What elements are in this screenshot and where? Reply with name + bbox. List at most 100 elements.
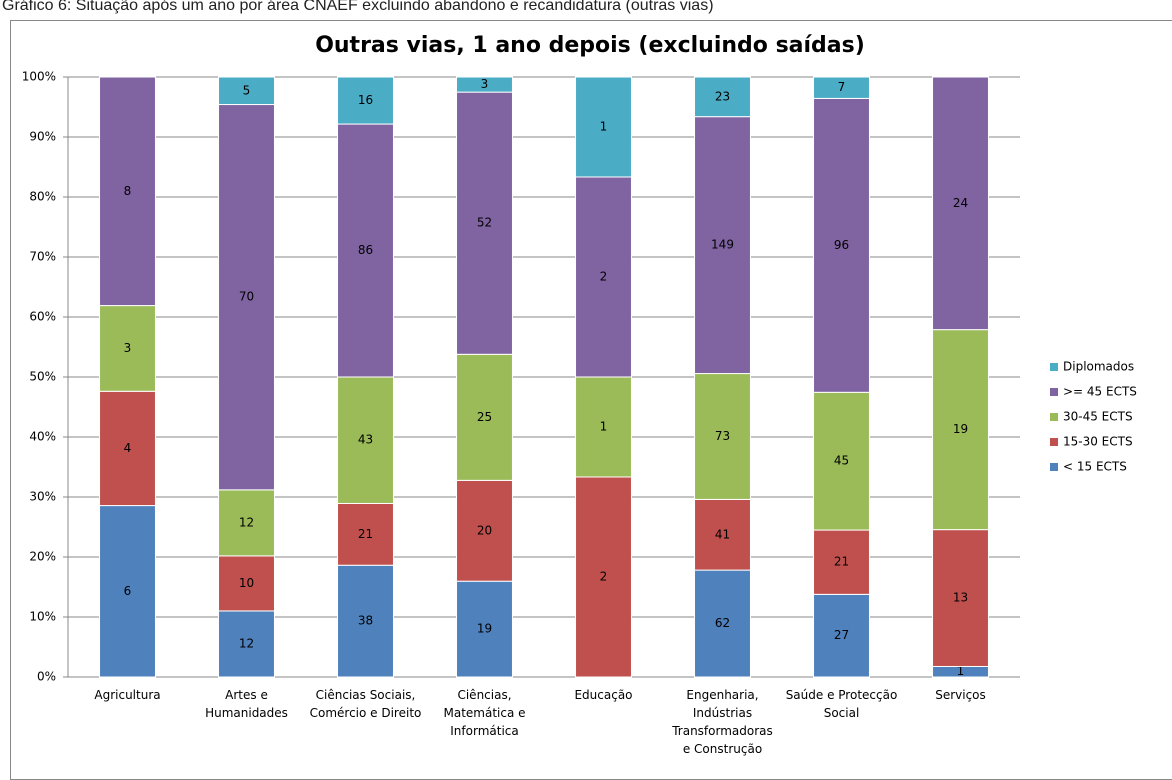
legend-label: >= 45 ECTS (1063, 385, 1137, 399)
data-label: 27 (834, 628, 849, 642)
legend-swatch (1050, 363, 1058, 371)
data-label: 73 (715, 429, 730, 443)
bar-segment (456, 76, 513, 93)
bar-segment (813, 391, 870, 531)
data-label: 16 (358, 93, 373, 107)
bar-segment (813, 593, 870, 678)
bar-segment (575, 376, 632, 478)
data-label: 12 (239, 636, 254, 650)
bar-segment (813, 76, 870, 99)
data-label: 19 (477, 622, 492, 636)
data-label: 41 (715, 527, 730, 541)
bar-segment (694, 498, 751, 571)
data-label: 10 (239, 576, 254, 590)
bar-segment (694, 569, 751, 678)
data-label: 7 (838, 80, 846, 94)
data-label: 1 (600, 420, 608, 434)
legend-swatch (1050, 438, 1058, 446)
x-tick-label: Ciências, Matemática e Informática (443, 688, 526, 738)
y-tick-label: 0% (37, 670, 56, 684)
data-label: 96 (834, 238, 849, 252)
x-tick-label: Serviços (935, 688, 986, 702)
data-label: 1 (957, 664, 965, 678)
x-tick-label: Saúde e Protecção Social (785, 688, 898, 720)
y-tick-label: 10% (29, 610, 56, 624)
bar-segment (456, 353, 513, 481)
chart-title: Outras vias, 1 ano depois (excluindo saí… (315, 33, 865, 58)
bar-segment (694, 373, 751, 500)
legend-swatch (1050, 463, 1058, 471)
data-label: 21 (358, 527, 373, 541)
x-tick-label: Agricultura (94, 688, 161, 702)
x-tick-label: Ciências Sociais, Comércio e Direito (309, 688, 422, 720)
bar-segment (813, 529, 870, 595)
caption: Gráfico 6: Situação após um ano por área… (2, 0, 714, 14)
x-tick-label: Engenharia, Indústrias Transformadoras e… (672, 688, 773, 756)
data-label: 3 (124, 341, 132, 355)
data-label: 13 (953, 591, 968, 605)
data-label: 21 (834, 555, 849, 569)
bar-segment (694, 116, 751, 375)
bar-segment (337, 376, 394, 504)
bar-segment (337, 123, 394, 378)
bar-segment (337, 502, 394, 566)
data-label: 45 (834, 454, 849, 468)
y-tick-label: 90% (29, 130, 56, 144)
data-label: 20 (477, 523, 492, 537)
bar-segment (456, 479, 513, 582)
data-label: 24 (953, 196, 968, 210)
data-label: 2 (600, 270, 608, 284)
y-tick-label: 80% (29, 190, 56, 204)
bar-segment (932, 329, 989, 531)
data-label: 19 (953, 422, 968, 436)
data-label: 52 (477, 216, 492, 230)
data-label: 2 (600, 570, 608, 584)
data-label: 38 (358, 614, 373, 628)
legend-label: 15-30 ECTS (1063, 435, 1133, 449)
data-label: 8 (124, 184, 132, 198)
y-tick-label: 60% (29, 310, 56, 324)
bar-segment (456, 91, 513, 355)
y-tick-label: 70% (29, 250, 56, 264)
bar-segment (932, 76, 989, 331)
x-tick-label: Educação (574, 688, 633, 702)
data-label: 4 (124, 441, 132, 455)
y-tick-label: 30% (29, 490, 56, 504)
y-tick-label: 100% (22, 70, 56, 84)
legend-label: 30-45 ECTS (1063, 410, 1133, 424)
data-label: 6 (124, 584, 132, 598)
data-label: 5 (243, 83, 251, 97)
bar-segment (218, 104, 275, 491)
data-label: 70 (239, 290, 254, 304)
y-tick-label: 20% (29, 550, 56, 564)
data-label: 62 (715, 616, 730, 630)
x-tick-label: Artes e Humanidades (205, 688, 288, 720)
bar-segment (694, 76, 751, 118)
bar-segment (218, 489, 275, 557)
bar-segment (813, 97, 870, 393)
bar-segment (99, 390, 156, 507)
legend-swatch (1050, 413, 1058, 421)
y-tick-label: 40% (29, 430, 56, 444)
data-label: 23 (715, 89, 730, 103)
bar-segment (575, 176, 632, 378)
data-label: 25 (477, 410, 492, 424)
bar-segment (99, 76, 156, 307)
bar-segment (218, 610, 275, 678)
legend-label: < 15 ECTS (1063, 460, 1127, 474)
bar-segment (337, 564, 394, 678)
y-tick-label: 50% (29, 370, 56, 384)
bar-segment (218, 76, 275, 106)
data-label: 149 (711, 238, 734, 252)
legend-label: Diplomados (1063, 360, 1134, 374)
bar-segment (99, 305, 156, 392)
bar-segment (932, 529, 989, 667)
data-label: 1 (600, 120, 608, 134)
bar-segment (575, 76, 632, 178)
bar-segment (456, 580, 513, 678)
data-label: 86 (358, 243, 373, 257)
legend-swatch (1050, 388, 1058, 396)
data-label: 3 (481, 77, 489, 91)
